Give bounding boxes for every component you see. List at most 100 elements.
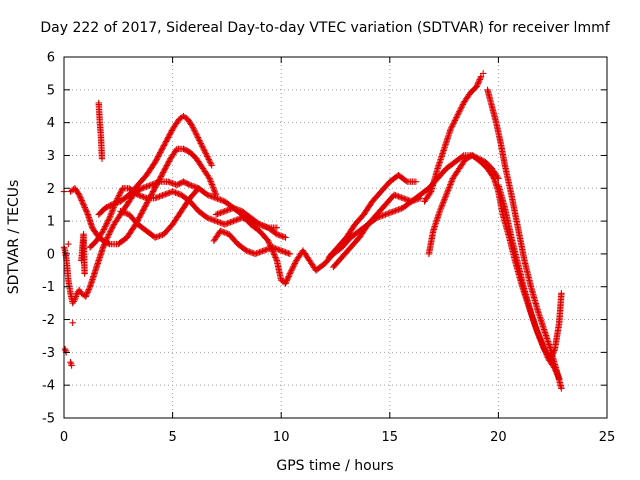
y-tick-label: 3 — [47, 149, 55, 164]
data-point — [270, 251, 278, 258]
data-point — [136, 214, 143, 221]
data-point — [108, 225, 115, 232]
data-point — [475, 79, 482, 86]
y-tick-label: 6 — [47, 51, 55, 66]
data-point — [242, 246, 249, 253]
data-point — [283, 277, 290, 284]
data-point — [207, 160, 215, 168]
data-point — [204, 153, 211, 160]
data-point — [448, 124, 455, 131]
data-point — [211, 188, 219, 196]
data-point — [441, 194, 449, 202]
data-point — [456, 107, 464, 114]
data-point — [141, 203, 149, 210]
data-point — [165, 159, 172, 167]
y-tick-label: 1 — [47, 215, 55, 230]
data-point — [82, 205, 89, 213]
data-point — [456, 108, 463, 115]
data-point — [113, 196, 121, 204]
data-point — [439, 200, 446, 207]
data-point — [109, 207, 116, 214]
data-point — [476, 76, 483, 83]
data-point — [106, 214, 113, 222]
data-point — [203, 151, 210, 159]
data-point — [164, 135, 171, 142]
data-point — [77, 195, 85, 203]
data-point — [202, 190, 210, 198]
data-point — [475, 77, 483, 85]
data-point — [159, 170, 166, 177]
data-point — [444, 188, 451, 196]
data-point — [195, 135, 202, 143]
data-point — [209, 182, 216, 190]
y-tick-label: 0 — [47, 247, 55, 262]
data-point — [163, 162, 171, 169]
data-point — [138, 208, 146, 216]
data-point — [286, 271, 293, 279]
data-point — [117, 187, 125, 195]
data-point — [85, 286, 93, 293]
data-point — [164, 161, 171, 168]
data-point — [288, 267, 295, 274]
data-point — [208, 162, 215, 169]
data-point — [154, 153, 162, 160]
data-point — [161, 141, 168, 148]
data-point — [152, 182, 160, 190]
data-point — [442, 193, 449, 200]
data-point — [282, 280, 289, 287]
y-tick-label: 5 — [47, 83, 55, 98]
data-point — [155, 151, 163, 159]
data-point — [402, 177, 410, 184]
data-point — [104, 218, 111, 226]
data-point — [143, 200, 150, 208]
data-point — [77, 194, 84, 201]
data-point — [287, 268, 294, 276]
data-point — [98, 155, 106, 162]
data-point — [194, 134, 202, 141]
data-point — [537, 338, 545, 345]
y-tick-label: -3 — [42, 346, 55, 361]
data-point — [426, 189, 434, 197]
data-point — [104, 232, 112, 240]
data-point — [68, 362, 75, 369]
x-axis-label: GPS time / hours — [276, 458, 393, 474]
data-point — [211, 187, 218, 194]
data-point — [474, 80, 482, 87]
data-point — [144, 199, 151, 206]
data-point — [116, 190, 123, 198]
data-point — [412, 178, 420, 185]
data-point — [107, 211, 114, 219]
y-tick-label: -1 — [42, 280, 55, 295]
data-point — [447, 179, 455, 187]
data-point — [536, 333, 543, 341]
data-point — [139, 207, 147, 214]
data-point — [477, 74, 484, 82]
data-point — [159, 145, 166, 152]
data-point — [76, 191, 83, 199]
data-point — [204, 154, 212, 162]
data-point — [193, 131, 200, 138]
data-point — [284, 274, 292, 282]
data-point — [207, 159, 214, 166]
data-point — [453, 114, 460, 121]
data-point — [78, 197, 85, 204]
data-point — [65, 240, 72, 248]
data-point — [160, 142, 168, 149]
data-point — [289, 264, 296, 271]
data-point — [272, 230, 279, 237]
data-point — [136, 212, 144, 220]
data-point — [436, 208, 443, 215]
data-point — [158, 146, 165, 153]
data-point — [448, 178, 455, 185]
data-point — [108, 208, 116, 216]
data-point — [190, 125, 197, 133]
data-point — [291, 261, 298, 269]
data-point — [265, 239, 273, 246]
data-point — [450, 120, 457, 127]
data-point — [154, 180, 161, 187]
data-point — [536, 335, 544, 342]
data-point — [185, 181, 192, 188]
data-point — [162, 165, 169, 172]
data-point — [206, 157, 213, 165]
data-point — [100, 226, 108, 233]
